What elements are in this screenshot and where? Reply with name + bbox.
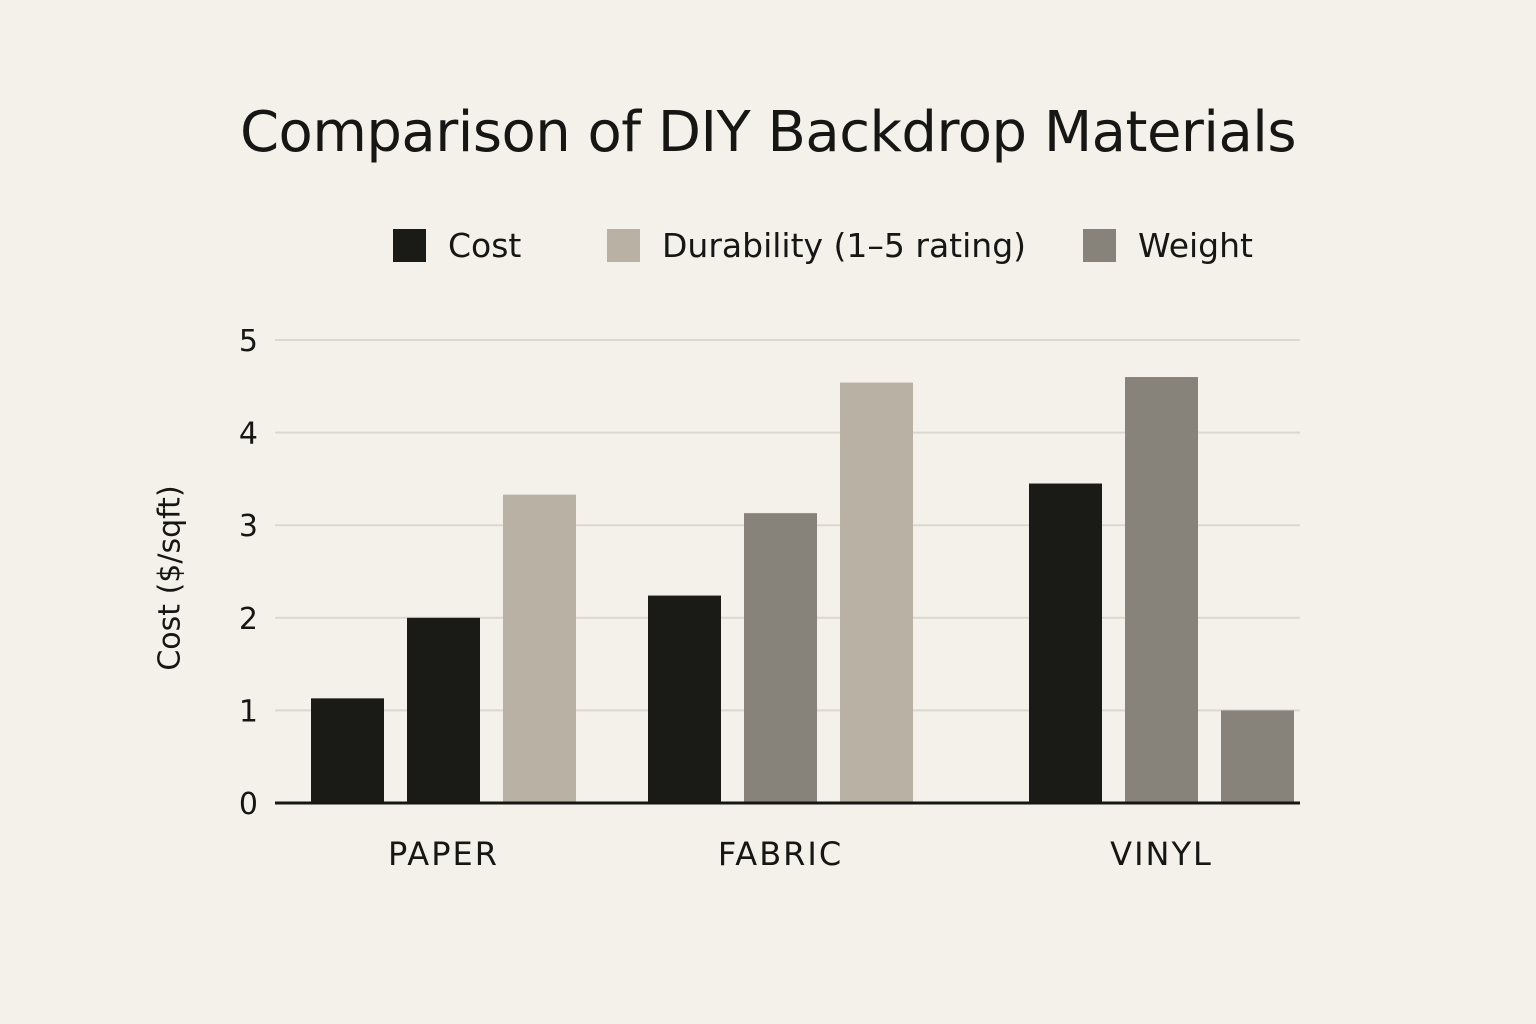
chart-title: Comparison of DIY Backdrop Materials <box>239 100 1297 165</box>
legend-item-cost: Cost <box>393 226 521 265</box>
bar-vinyl-2 <box>1125 377 1198 803</box>
legend-item-weight: Weight <box>1083 226 1253 265</box>
legend-label: Cost <box>448 226 522 265</box>
bar-fabric-1 <box>648 595 721 803</box>
y-tick-label: 3 <box>239 509 258 544</box>
legend-label: Weight <box>1138 226 1253 265</box>
x-category-label: PAPER <box>388 835 499 873</box>
x-category-label: FABRIC <box>718 835 843 873</box>
y-tick-label: 2 <box>239 602 258 637</box>
y-tick-label: 5 <box>239 324 258 359</box>
y-tick-label: 0 <box>239 787 258 822</box>
bar-paper-1 <box>311 698 384 803</box>
legend-swatch <box>393 229 426 262</box>
legend-label: Durability (1–5 rating) <box>662 226 1027 265</box>
bar-vinyl-1 <box>1029 483 1102 803</box>
legend-swatch <box>1083 229 1116 262</box>
bar-vinyl-3 <box>1221 710 1294 803</box>
bar-fabric-3 <box>840 382 913 803</box>
bar-paper-2 <box>407 617 480 803</box>
legend-swatch <box>607 229 640 262</box>
bar-paper-3 <box>503 494 576 803</box>
legend-item-durability: Durability (1–5 rating) <box>607 226 1026 265</box>
y-tick-label: 4 <box>239 417 258 452</box>
y-tick-label: 1 <box>239 694 258 729</box>
bar-fabric-2 <box>744 513 817 803</box>
x-category-label: VINYL <box>1110 835 1213 873</box>
